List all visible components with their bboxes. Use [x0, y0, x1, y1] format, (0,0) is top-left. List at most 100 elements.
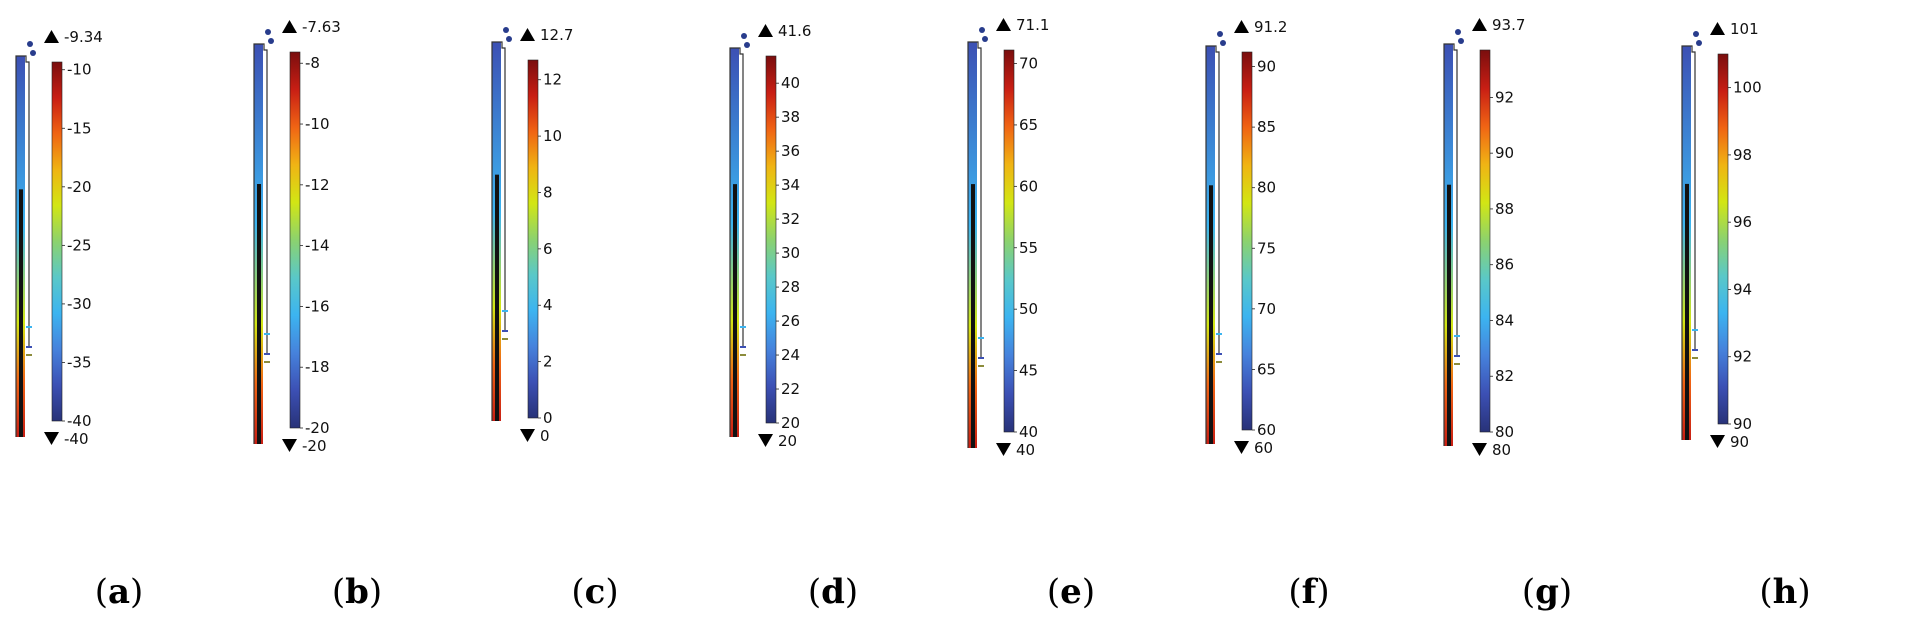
structure-dot	[1217, 31, 1223, 37]
colorbar-tick-label: 10	[543, 127, 562, 145]
colorbar	[289, 51, 301, 429]
colorbar-tick-label: -10	[67, 61, 92, 79]
colorbar-tick-label: 88	[1495, 200, 1514, 218]
panel-caption: (h)	[1759, 572, 1811, 612]
colorbar-tick-label: 85	[1257, 118, 1276, 136]
colorbar-tick-label: -40	[67, 412, 92, 430]
colorbar-tick-label: 40	[1019, 423, 1038, 441]
triangle-down-icon	[758, 434, 773, 447]
max-value-label: -7.63	[302, 18, 341, 36]
structure-drawing	[1681, 31, 1702, 440]
structure-core	[1209, 185, 1213, 445]
panel-g: 92 90 88 86 84 82 80 93.7 80 (g)	[1428, 0, 1666, 619]
colorbar-tick-label: 60	[1019, 177, 1038, 195]
triangle-up-icon	[520, 28, 535, 41]
min-value-label: 80	[1492, 441, 1511, 459]
colorbar-tick-label: 6	[543, 240, 553, 258]
colorbar-tick-label: -35	[67, 353, 92, 371]
panel-caption-letter: b	[345, 572, 369, 612]
triangle-up-icon	[996, 18, 1011, 31]
panel-caption-letter: g	[1535, 572, 1559, 612]
structure-outline	[729, 47, 744, 437]
min-value-label: -40	[64, 430, 89, 448]
structure-drawing	[491, 27, 512, 421]
min-value-label: -20	[302, 437, 327, 455]
colorbar-tick-label: 90	[1495, 144, 1514, 162]
colorbar-tick-label: -20	[67, 178, 92, 196]
structure-drawing	[15, 41, 36, 437]
colorbar-ticks: -10 -15 -20 -25 -30 -35 -40	[62, 61, 92, 430]
colorbar-ticks: 12 10 8 6 4 2 0	[538, 71, 562, 427]
structure-dot	[268, 38, 274, 44]
structure-dot	[30, 50, 36, 56]
panel-graphic: -8 -10 -12 -14 -16 -18 -20 -7.63 -20	[253, 18, 341, 455]
colorbar-tick-label: 80	[1495, 423, 1514, 441]
structure-dot	[1455, 29, 1461, 35]
structure-dot	[506, 36, 512, 42]
colorbar-tick-label: 70	[1257, 300, 1276, 318]
colorbar-tick-label: -18	[305, 358, 330, 376]
panel-c: 12 10 8 6 4 2 0 12.7 0 (c)	[476, 0, 714, 619]
max-value-label: 91.2	[1254, 18, 1287, 36]
structure-core	[733, 184, 737, 437]
structure-core	[971, 184, 975, 448]
structure-drawing	[1205, 31, 1226, 445]
colorbar-ticks: 40 38 36 34 32 30 28 26 24 22 20	[776, 74, 800, 432]
panel-caption-letter: c	[584, 572, 606, 612]
structure-core	[1447, 184, 1451, 446]
panel-caption-letter: a	[107, 572, 131, 612]
panel-caption: (f)	[1288, 572, 1330, 612]
colorbar-tick-label: -20	[305, 419, 330, 437]
structure-dot	[1693, 31, 1699, 37]
colorbar-tick-label: 30	[781, 244, 800, 262]
colorbar-tick-label: 34	[781, 176, 800, 194]
structure-drawing	[967, 27, 988, 448]
colorbar-tick-label: 38	[781, 108, 800, 126]
structure-outline	[253, 43, 268, 444]
panel-graphic: -10 -15 -20 -25 -30 -35 -40 -9.34 -40	[15, 28, 103, 448]
colorbar-ticks: 90 85 80 75 70 65 60	[1252, 58, 1276, 439]
structure-drawing	[729, 33, 750, 437]
min-value-label: 60	[1254, 439, 1273, 457]
panel-e: 70 65 60 55 50 45 40 71.1 40 (e)	[952, 0, 1190, 619]
triangle-up-icon	[1710, 22, 1725, 35]
structure-dot	[1696, 40, 1702, 46]
panel-graphic: 90 85 80 75 70 65 60 91.2 60	[1205, 18, 1287, 457]
triangle-up-icon	[44, 30, 59, 43]
structure-dot	[265, 29, 271, 35]
max-value-label: 41.6	[778, 22, 811, 40]
colorbar-tick-label: 28	[781, 278, 800, 296]
colorbar-tick-label: 84	[1495, 311, 1514, 329]
colorbar-tick-label: 60	[1257, 421, 1276, 439]
colorbar-ticks: 92 90 88 86 84 82 80	[1490, 88, 1514, 441]
colorbar-tick-label: 55	[1019, 239, 1038, 257]
colorbar-tick-label: 36	[781, 142, 800, 160]
panel-graphic: 12 10 8 6 4 2 0 12.7 0	[491, 26, 573, 445]
max-value-label: 101	[1730, 20, 1759, 38]
colorbar-tick-label: 98	[1733, 146, 1752, 164]
structure-outline	[1205, 45, 1220, 444]
max-value-label: 93.7	[1492, 16, 1525, 34]
colorbar-tick-label: 75	[1257, 239, 1276, 257]
panel-caption-letter: f	[1301, 572, 1317, 612]
colorbar	[1479, 49, 1491, 433]
colorbar	[765, 55, 777, 424]
colorbar-tick-label: 90	[1257, 58, 1276, 76]
min-value-label: 40	[1016, 441, 1035, 459]
structure-dot	[979, 27, 985, 33]
colorbar-tick-label: 2	[543, 353, 553, 371]
panel-graphic: 100 98 96 94 92 90 101 90	[1681, 20, 1762, 451]
colorbar-tick-label: 65	[1257, 360, 1276, 378]
panel-graphic: 40 38 36 34 32 30 28 26 24 22 20 41.6 20	[729, 22, 811, 450]
structure-outline	[1443, 43, 1458, 446]
panel-graphic: 92 90 88 86 84 82 80 93.7 80	[1443, 16, 1525, 459]
colorbar	[1241, 51, 1253, 431]
colorbar	[1717, 53, 1729, 425]
structure-core	[495, 174, 499, 421]
structure-core	[1685, 183, 1689, 440]
colorbar-tick-label: -8	[305, 54, 320, 72]
triangle-down-icon	[1472, 443, 1487, 456]
colorbar-tick-label: 50	[1019, 300, 1038, 318]
triangle-down-icon	[1234, 441, 1249, 454]
panel-a: -10 -15 -20 -25 -30 -35 -40 -9.34 -40 (a)	[0, 0, 238, 619]
